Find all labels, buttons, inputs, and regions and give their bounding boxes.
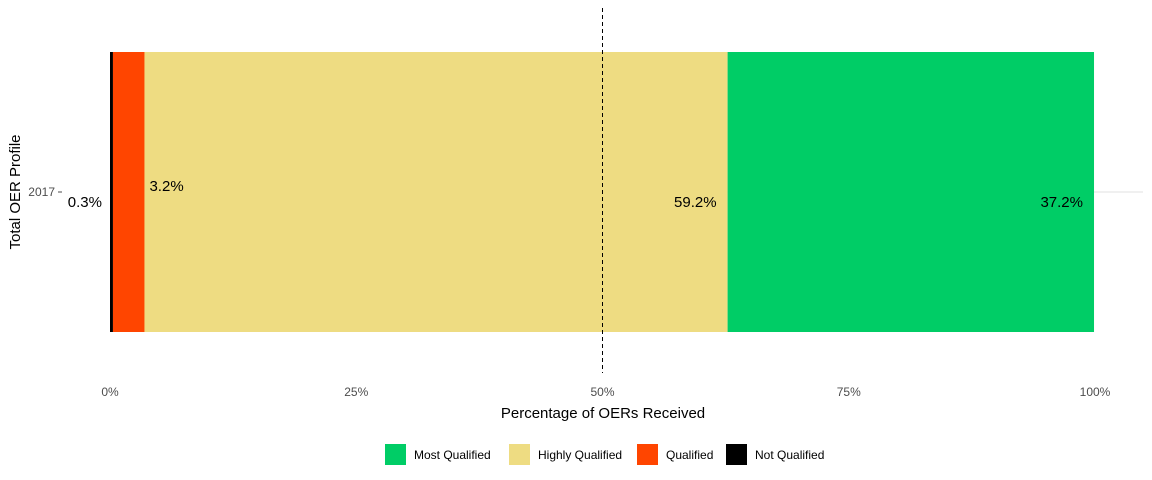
legend-swatch-most-qualified (385, 444, 406, 465)
x-tick-label: 75% (837, 385, 861, 399)
data-label-not-qualified: 0.3% (68, 194, 102, 211)
bar-not-qualified (110, 52, 113, 332)
legend: Most Qualified Highly Qualified Qualified N… (385, 444, 824, 465)
legend-swatch-highly-qualified (509, 444, 530, 465)
bar-highly-qualified (144, 52, 728, 332)
x-tick-label: 50% (590, 385, 614, 399)
x-tick-label: 25% (344, 385, 368, 399)
legend-swatch-qualified (637, 444, 658, 465)
legend-label-qualified: Qualified (666, 448, 713, 462)
data-label-highly-qualified: 59.2% (674, 194, 717, 211)
bars-layer (110, 52, 1095, 332)
x-axis-title: Percentage of OERs Received (501, 405, 705, 422)
data-labels-layer: 0.3% 3.2% 59.2% 37.2% (68, 178, 1083, 211)
legend-label-highly-qualified: Highly Qualified (538, 448, 622, 462)
data-label-qualified: 3.2% (149, 178, 183, 195)
legend-label-most-qualified: Most Qualified (414, 448, 491, 462)
legend-swatch-not-qualified (726, 444, 747, 465)
data-label-most-qualified: 37.2% (1040, 194, 1083, 211)
y-tick-label: 2017 (28, 185, 55, 199)
bar-qualified (112, 52, 145, 332)
x-tick-label: 100% (1080, 385, 1111, 399)
x-tick-label: 0% (101, 385, 119, 399)
bar-most-qualified (727, 52, 1095, 332)
legend-label-not-qualified: Not Qualified (755, 448, 824, 462)
axes-layer: 0% 25% 50% 75% 100% 2017 (28, 8, 1111, 399)
y-axis-title: Total OER Profile (7, 134, 24, 249)
